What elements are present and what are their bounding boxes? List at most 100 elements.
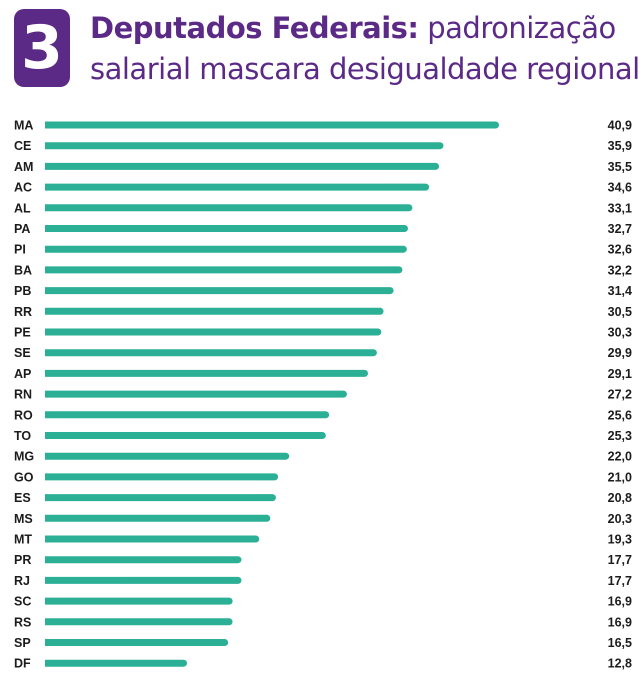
value-label: 32,7 xyxy=(608,222,632,236)
bar-row-am: AM 35,5 xyxy=(14,160,632,174)
category-label: SP xyxy=(14,636,31,650)
bar xyxy=(45,349,377,357)
value-label: 31,4 xyxy=(608,284,632,298)
category-label: SC xyxy=(14,595,31,609)
bar-row-rn: RN 27,2 xyxy=(14,388,632,402)
category-label: AC xyxy=(14,181,32,195)
category-label: TO xyxy=(14,429,31,443)
value-label: 34,6 xyxy=(608,181,632,195)
bar xyxy=(45,535,260,543)
value-label: 29,9 xyxy=(608,346,632,360)
bar-row-se: SE 29,9 xyxy=(14,346,632,360)
value-label: 20,8 xyxy=(608,491,632,505)
category-label: DF xyxy=(14,657,31,671)
category-label: AP xyxy=(14,367,31,381)
bar xyxy=(45,204,413,212)
bar xyxy=(45,287,394,295)
bar-row-go: GO 21,0 xyxy=(14,470,632,484)
category-label: PE xyxy=(14,326,31,340)
bar-row-ce: CE 35,9 xyxy=(14,139,632,153)
bar xyxy=(45,162,440,170)
category-label: PI xyxy=(14,243,26,257)
bar xyxy=(45,183,430,191)
bar-row-ms: MS 20,3 xyxy=(14,512,632,526)
title-line2: salarial mascara desigualdade regional xyxy=(90,52,640,86)
bar xyxy=(45,266,403,274)
category-label: CE xyxy=(14,139,31,153)
bar xyxy=(45,473,279,481)
bar xyxy=(45,307,384,315)
bar-row-ap: AP 29,1 xyxy=(14,367,632,381)
category-label: RO xyxy=(14,408,33,422)
category-label: MS xyxy=(14,512,33,526)
category-label: RJ xyxy=(14,574,30,588)
category-label: PR xyxy=(14,553,31,567)
bar xyxy=(45,514,271,522)
value-label: 30,5 xyxy=(608,305,632,319)
bar-row-rs: RS 16,9 xyxy=(14,615,632,629)
bar-row-sp: SP 16,5 xyxy=(14,636,632,650)
bar xyxy=(45,452,290,460)
value-label: 25,6 xyxy=(608,408,632,422)
value-label: 22,0 xyxy=(608,450,632,464)
category-label: AM xyxy=(14,160,33,174)
category-label: MG xyxy=(14,450,34,464)
bar xyxy=(45,328,382,336)
bar-row-ma: MA 40,9 xyxy=(14,119,632,133)
value-label: 17,7 xyxy=(608,574,632,588)
category-label: PA xyxy=(14,222,30,236)
bar-row-df: DF 12,8 xyxy=(14,657,632,671)
bar xyxy=(45,411,330,419)
bar-row-ac: AC 34,6 xyxy=(14,181,632,195)
value-label: 33,1 xyxy=(608,201,632,215)
bar xyxy=(45,225,408,233)
category-label: RS xyxy=(14,615,31,629)
bar xyxy=(45,576,242,584)
bar-row-mt: MT 19,3 xyxy=(14,533,632,547)
category-label: MT xyxy=(14,533,32,547)
bar-row-pe: PE 30,3 xyxy=(14,326,632,340)
category-label: MA xyxy=(14,119,33,133)
bar xyxy=(45,639,229,646)
value-label: 19,3 xyxy=(608,533,632,547)
chart-title: Deputados Federais: padronização salaria… xyxy=(90,8,640,90)
bar xyxy=(45,369,369,377)
bar-row-rj: RJ 17,7 xyxy=(14,574,632,588)
category-label: AL xyxy=(14,201,31,215)
category-label: SE xyxy=(14,346,31,360)
value-label: 40,9 xyxy=(608,119,632,133)
bar xyxy=(45,121,500,129)
section-number-badge: 3 xyxy=(14,9,70,87)
value-label: 35,9 xyxy=(608,139,632,153)
bar-row-ba: BA 32,2 xyxy=(14,263,632,277)
value-label: 16,9 xyxy=(608,595,632,609)
value-label: 21,0 xyxy=(608,470,632,484)
value-label: 32,6 xyxy=(608,243,632,257)
title-line1-rest: padronização xyxy=(427,11,616,45)
value-label: 29,1 xyxy=(608,367,632,381)
bar-row-mg: MG 22,0 xyxy=(14,450,632,464)
bar xyxy=(45,618,233,626)
bar-row-pa: PA 32,7 xyxy=(14,222,632,236)
value-label: 12,8 xyxy=(608,657,632,671)
bar-row-rr: RR 30,5 xyxy=(14,305,632,319)
bar xyxy=(45,494,276,502)
category-label: GO xyxy=(14,470,34,484)
category-label: RN xyxy=(14,388,32,402)
bar-row-ro: RO 25,6 xyxy=(14,408,632,422)
value-label: 16,5 xyxy=(608,636,632,650)
category-label: ES xyxy=(14,491,31,505)
bar xyxy=(45,390,347,398)
category-label: PB xyxy=(14,284,31,298)
bar-row-pi: PI 32,6 xyxy=(14,243,632,257)
bar xyxy=(45,142,444,150)
title-bold: Deputados Federais: xyxy=(90,11,419,45)
value-label: 17,7 xyxy=(608,553,632,567)
value-label: 30,3 xyxy=(608,326,632,340)
value-label: 20,3 xyxy=(608,512,632,526)
value-label: 35,5 xyxy=(608,160,632,174)
bar-row-to: TO 25,3 xyxy=(14,429,632,443)
bar-row-al: AL 33,1 xyxy=(14,201,632,215)
bar xyxy=(45,556,242,564)
